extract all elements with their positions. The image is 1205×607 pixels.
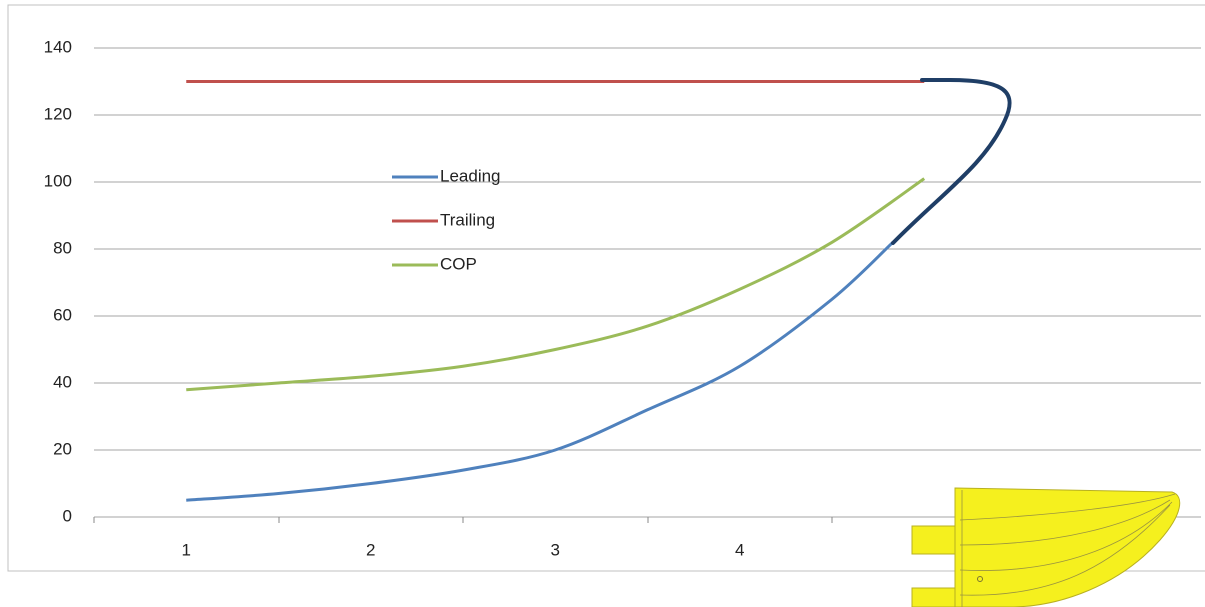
x-tick-label: 3 bbox=[551, 540, 560, 559]
x-tick-label: 2 bbox=[366, 540, 375, 559]
y-tick-label: 140 bbox=[44, 37, 72, 56]
fin bbox=[954, 487, 1181, 607]
inset-image bbox=[911, 487, 1181, 607]
x-tick-label: 1 bbox=[182, 540, 191, 559]
chart-frame bbox=[7, 4, 1205, 572]
tab bbox=[911, 525, 959, 555]
x-axis-ticks bbox=[93, 517, 833, 523]
y-tick-label: 60 bbox=[53, 305, 72, 324]
sketch-extension bbox=[891, 78, 1012, 245]
tab bbox=[911, 587, 959, 607]
fin-lines bbox=[959, 493, 1176, 596]
x-tick-label: 4 bbox=[735, 540, 744, 559]
series-line bbox=[186, 177, 926, 392]
y-tick-label: 80 bbox=[53, 238, 72, 257]
y-tick-label: 0 bbox=[63, 506, 72, 525]
y-tick-label: 100 bbox=[44, 171, 72, 190]
legend-label: COP bbox=[440, 254, 477, 273]
series-line bbox=[186, 241, 894, 502]
fin-hole bbox=[977, 576, 983, 582]
legend-label: Trailing bbox=[440, 210, 495, 229]
legend-label: Leading bbox=[440, 166, 501, 185]
y-tick-label: 40 bbox=[53, 372, 72, 391]
y-tick-label: 120 bbox=[44, 104, 72, 123]
plot-area: 0 20 40 60 80 100 120 140 1 2 3 4 Leading Trailing COP bbox=[44, 37, 1201, 559]
y-tick-label: 20 bbox=[53, 439, 72, 458]
